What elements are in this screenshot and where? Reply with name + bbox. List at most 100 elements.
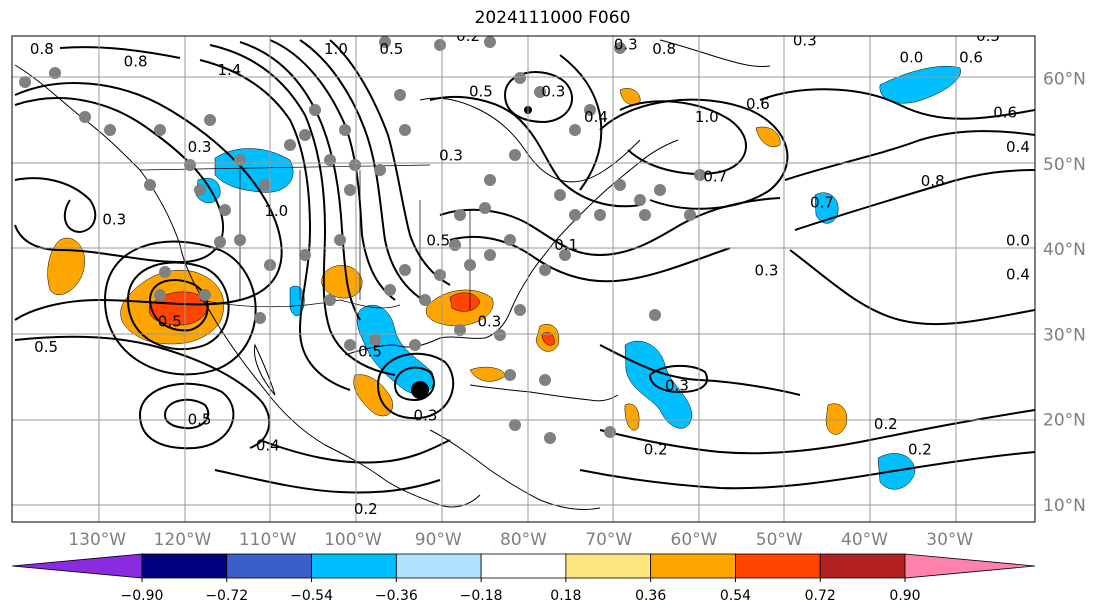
contour-atlantic-6 [599,409,1035,455]
station-dots [19,36,706,444]
colorbar-tick-label: 0.18 [550,588,581,604]
latitude-labels: 60°N 50°N 40°N 30°N 20°N 10°N [1043,70,1086,516]
colorbar-segment [311,553,397,579]
lat-label: 40°N [1043,240,1086,260]
contour-label: 0.5 [426,232,450,250]
contour-label: 0.3 [665,377,689,395]
lat-label: 50°N [1043,155,1086,175]
contour-labrador-2 [599,98,789,210]
colorbar-tick-label: 0.90 [889,588,920,604]
contour-trough-3 [239,41,361,321]
contour-atlantic-2 [784,130,1035,181]
contour-label: 0.3 [755,261,779,279]
contour-ridge-2 [439,197,781,257]
contour-label: 0.4 [1006,138,1030,156]
contour-label: 0.6 [746,95,770,113]
colorbar-segment [735,553,821,579]
colorbar-segment [819,553,906,579]
cyclone-centers [411,106,532,399]
contour-label: 0.3 [188,138,212,156]
contour-label: 0.3 [614,36,638,54]
contour-label: 0.5 [158,313,182,331]
contour-label: 0.5 [34,338,58,356]
contour-low-pacific-b [126,261,230,351]
colorbar-tick-label: −0.72 [205,588,248,604]
contour-atlantic-1 [759,88,1035,120]
contour-trough-1 [199,59,351,391]
contour-label: 0.8 [30,40,54,58]
lat-label: 30°N [1043,325,1086,345]
graticule [12,36,1035,522]
contour-atlantic-3 [794,169,1035,231]
contour-northeast [559,54,603,191]
contour-trough-6 [329,39,451,286]
contour-label: 0.2 [908,441,932,459]
colorbar-segment [141,553,228,579]
lat-label: 10°N [1043,496,1086,516]
lon-label: 120°W [154,530,212,550]
colorbar-tick-label: −0.18 [460,588,503,604]
contour-label: 0.6 [993,104,1017,122]
contour-label: 0.2 [456,27,480,45]
contour-atlantic-5 [599,344,801,396]
contour-label: 0.5 [0,172,11,190]
lon-label: 110°W [239,530,297,550]
lon-label: 40°W [841,530,888,550]
lat-label: 60°N [1043,70,1086,90]
colorbar-extend-high [904,553,1036,579]
colorbar-tick-labels: −0.90 −0.72 −0.54 −0.36 −0.18 0.18 0.36 0.54 0.7… [121,578,921,604]
contour-labrador-1 [619,100,747,175]
lon-label: 80°W [500,530,547,550]
contour-label: 0.8 [921,172,945,190]
contour-label: 0.3 [439,146,463,164]
colorbar-tick-label: −0.90 [121,588,164,604]
contour-atlantic-7 [579,451,1035,490]
colorbar-segment [226,553,312,579]
contour-label: 0.5 [358,342,382,360]
contour-low-pacific-c [103,240,257,376]
contour-labels: 0.8 0.8 1.4 1.0 0.5 0.2 0.5 0.3 0.3 0.4 0.8 1.0 0.7 0… [0,27,1030,518]
contour-label: 0.7 [703,168,727,186]
lon-label: 30°W [926,530,973,550]
colorbar-segment [395,553,482,579]
blue-area-atlantic [624,340,693,429]
contour-label: 0.5 [379,40,403,58]
lon-label: 50°W [756,530,803,550]
contour-label: 0.8 [124,53,148,71]
contour-label: 0.5 [976,27,1000,45]
contour-label: 0.4 [256,436,280,454]
shaded-fields [47,65,961,490]
contour-label: 0.3 [477,313,501,331]
contour-pacific-3 [14,335,271,449]
colorbar-segment [480,553,567,579]
contour-central-america-2 [259,439,451,464]
lon-label: 70°W [585,530,632,550]
lat-label: 20°N [1043,411,1086,431]
contour-pacific-far [14,177,97,234]
contour-label: 0.1 [554,236,578,254]
contour-label: 0.5 [188,411,212,429]
contour-label: 0.6 [959,48,983,66]
contour-label: 0.3 [541,82,565,100]
contour-label: 1.4 [217,61,241,79]
contour-label: 0.4 [584,108,608,126]
contour-pacific-2 [14,82,283,321]
contour-low-eastern-pacific [163,398,210,430]
orange-area-labrador [619,88,641,105]
longitude-labels: 130°W 120°W 110°W 100°W 90°W 80°W 70°W 60°W 50°W… [68,530,973,550]
contour-atlantic-low [648,364,708,394]
contour-label: 1.0 [324,40,348,58]
colorbar [11,553,1036,579]
contour-label: 0.3 [102,210,126,228]
contour-label: 0.4 [1006,266,1030,284]
lon-label: 100°W [324,530,382,550]
lon-label: 60°W [671,530,718,550]
contour-label: 0.0 [1006,232,1030,250]
map-panel: 0.8 0.8 1.4 1.0 0.5 0.2 0.5 0.3 0.3 0.4 0.8 1.0 0.7 0… [0,27,1036,523]
orange-area-texas [321,265,363,299]
contour-label: 1.0 [695,108,719,126]
contour-label: 0.0 [899,48,923,66]
colorbar-tick-label: 0.36 [635,588,666,604]
orange-area-north-atlantic [755,126,781,148]
